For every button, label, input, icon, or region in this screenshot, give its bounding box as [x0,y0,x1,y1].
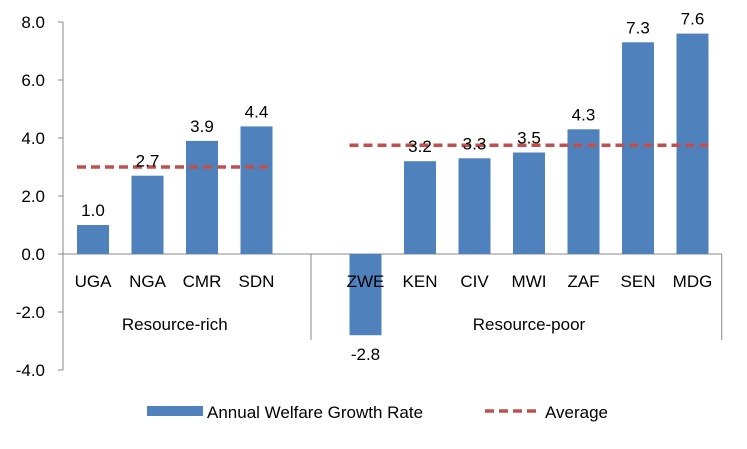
data-label-civ: 3.3 [463,134,487,153]
category-label-uga: UGA [75,272,113,291]
y-tick-label: 8.0 [21,13,45,32]
bar-ken [404,161,436,254]
bar-sdn [240,126,273,254]
category-label-nga: NGA [129,272,167,291]
data-label-nga: 2.7 [136,152,160,171]
data-label-zwe: -2.8 [351,345,380,364]
data-label-mwi: 3.5 [517,129,541,148]
y-tick-label: 0.0 [21,245,45,264]
data-label-mdg: 7.6 [681,10,705,29]
data-label-zaf: 4.3 [572,105,596,124]
bar-zwe [349,254,382,336]
bar-civ [458,158,491,254]
category-label-mdg: MDG [673,272,713,291]
y-tick-label: 2.0 [21,187,45,206]
y-tick-labels: 8.0 6.0 4.0 2.0 0.0 -2.0 -4.0 [16,13,45,380]
bar-mwi [513,152,545,254]
bar-cmr [186,140,218,254]
legend-bar-label: Annual Welfare Growth Rate [207,403,423,422]
legend: Annual Welfare Growth Rate Average [147,403,608,422]
category-label-cmr: CMR [183,272,222,291]
data-label-ken: 3.2 [408,137,432,156]
category-labels: UGA NGA CMR SDN ZWE KEN CIV MWI ZAF SEN MDG [75,272,713,291]
y-tick-label: 6.0 [21,71,45,90]
category-label-civ: CIV [460,272,489,291]
y-tick-label: -2.0 [16,303,45,322]
category-label-sen: SEN [621,272,656,291]
data-label-sen: 7.3 [626,18,650,37]
data-labels: 1.0 2.7 3.9 4.4 -2.8 3.2 3.3 3.5 4.3 7.3 7.6 [81,10,704,365]
category-label-zaf: ZAF [567,272,599,291]
group-labels: Resource-rich Resource-poor [122,315,586,334]
data-label-uga: 1.0 [81,201,105,220]
legend-bar-swatch [147,406,203,416]
group-label-0: Resource-rich [122,315,228,334]
chart-axes [58,21,723,371]
category-label-sdn: SDN [239,272,275,291]
category-label-mwi: MWI [512,272,547,291]
legend-line-label: Average [545,403,608,422]
category-label-zwe: ZWE [347,272,385,291]
average-lines [77,143,709,169]
group-label-1: Resource-poor [473,315,586,334]
bar-sen [622,42,654,254]
y-tick-label: 4.0 [21,129,45,148]
bar-nga [131,175,164,254]
data-label-cmr: 3.9 [190,117,214,136]
category-label-ken: KEN [403,272,438,291]
bar-series [77,33,709,336]
bar-uga [77,225,109,254]
data-label-sdn: 4.4 [245,102,269,121]
bar-zaf [567,129,600,254]
y-tick-label: -4.0 [16,361,45,380]
